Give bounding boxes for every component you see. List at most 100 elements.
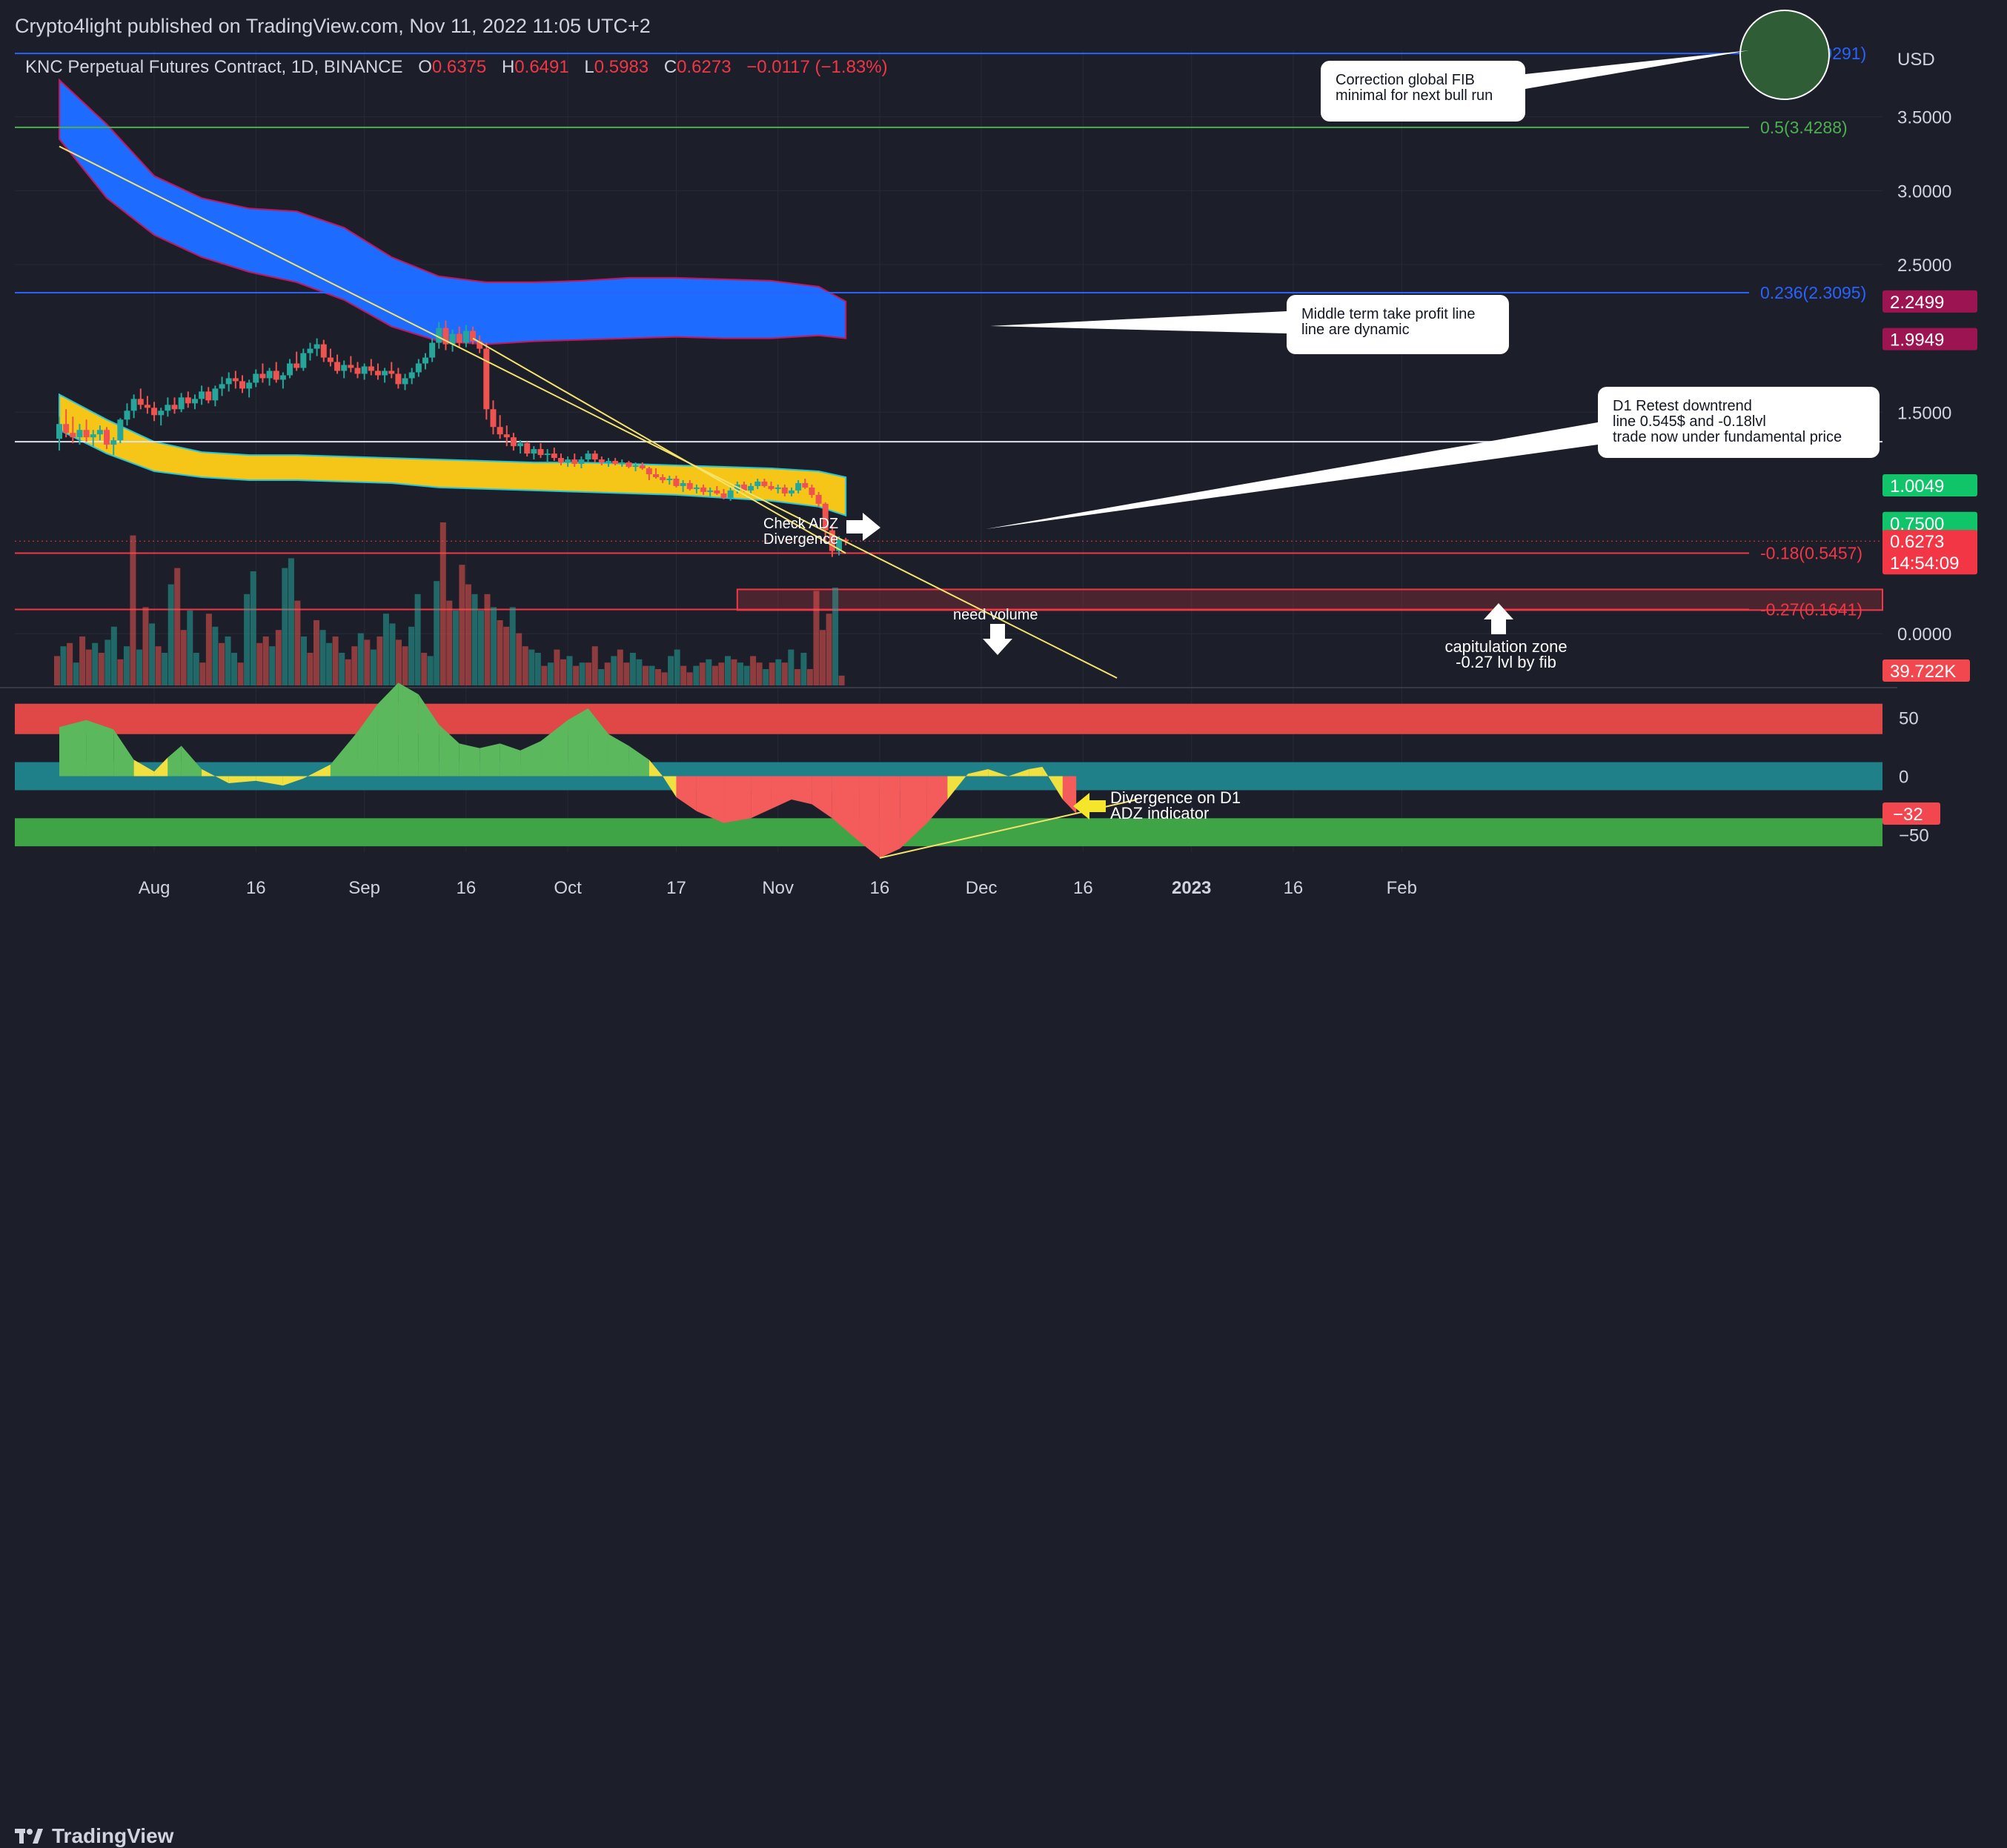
- volume-bar: [332, 637, 339, 685]
- overbought-band: [15, 703, 1882, 734]
- volume-bar: [301, 637, 307, 685]
- volume-bar: [98, 653, 105, 685]
- volume-bar: [364, 639, 371, 685]
- candle-body: [232, 378, 239, 382]
- volume-bar: [187, 610, 193, 685]
- price-badge-label: 0.6273: [1890, 532, 1944, 552]
- volume-bar: [788, 649, 794, 685]
- volume-bar: [376, 637, 383, 685]
- fib-target-callout-box: [1321, 61, 1525, 122]
- candle-body: [551, 453, 557, 459]
- tradingview-brand[interactable]: TradingView: [15, 1824, 173, 1848]
- adz-area-segment: [696, 776, 724, 823]
- candle-body: [165, 405, 171, 411]
- candle-body: [219, 384, 225, 389]
- candle-body: [632, 465, 639, 468]
- candle-body: [442, 328, 449, 345]
- volume-bar: [636, 659, 643, 685]
- time-axis-label: 16: [1284, 878, 1304, 898]
- adz-area-segment: [228, 776, 256, 783]
- candle-body: [788, 490, 794, 493]
- candle-body: [626, 462, 632, 468]
- candle-body: [422, 357, 428, 364]
- candle-body: [246, 382, 253, 389]
- yellow-ma-band: [59, 393, 847, 517]
- candle-body: [802, 482, 809, 488]
- adz-area-segment: [832, 776, 860, 842]
- retest-callout-text: trade now under fundamental price: [1613, 429, 1842, 445]
- candle-body: [748, 485, 754, 491]
- adz-area-segment: [256, 776, 283, 786]
- legend-low-value: 0.5983: [594, 57, 648, 77]
- price-badge: [1882, 328, 1977, 350]
- volume-bar: [269, 646, 276, 685]
- volume-bar: [256, 642, 263, 685]
- candle-body: [653, 473, 660, 477]
- candle-body: [293, 363, 300, 368]
- time-axis-label: 16: [870, 878, 890, 898]
- volume-bar: [314, 620, 319, 685]
- candle-body: [334, 362, 341, 371]
- adz-area-segment: [879, 776, 900, 858]
- volume-bar: [484, 594, 491, 685]
- candle-body: [612, 461, 619, 465]
- legend-open-value: 0.6375: [432, 57, 486, 77]
- candle-body: [239, 381, 245, 389]
- candle-body: [382, 370, 388, 376]
- volume-bar: [199, 662, 206, 685]
- downtrend-line: [59, 145, 1118, 679]
- legend-open-label: O: [418, 57, 432, 77]
- candle-body: [477, 341, 483, 349]
- candle-body: [591, 453, 598, 460]
- price-chart[interactable]: 0.618(3.9291)0.5(3.4288)0.236(2.3095)-0.…: [0, 0, 2007, 959]
- price-axis-label: 3.5000: [1897, 108, 1951, 128]
- volume-bar: [155, 646, 162, 685]
- trend-lines[interactable]: [59, 145, 1118, 679]
- candle-body: [761, 481, 768, 486]
- candle-body: [605, 461, 611, 463]
- time-axis-label: Feb: [1387, 878, 1417, 898]
- volume-bar: [225, 637, 231, 685]
- candle-body: [395, 373, 402, 385]
- volume-bar: [110, 626, 117, 685]
- candle-body: [727, 490, 734, 498]
- retest-callout-text: D1 Retest downtrend: [1613, 398, 1752, 414]
- candle-body: [104, 430, 110, 445]
- volume-bar: [693, 665, 700, 685]
- candle-body: [151, 408, 158, 416]
- candle-body: [740, 484, 747, 491]
- volume-bar: [826, 614, 832, 685]
- volume-bar: [617, 649, 623, 685]
- candle-body: [287, 363, 293, 376]
- volume-bar: [439, 522, 446, 685]
- candle-body: [781, 487, 788, 493]
- candle-body: [531, 449, 537, 454]
- legend-change: −0.0117 (−1.83%): [746, 57, 887, 77]
- price-badge: [1882, 473, 1977, 496]
- volume-bar: [471, 594, 478, 685]
- volume-bar: [396, 639, 402, 685]
- legend-row: KNC Perpetual Futures Contract, 1D, BINA…: [25, 57, 888, 77]
- divergence-text: ADZ indicator: [1110, 804, 1209, 822]
- candle-body: [253, 373, 259, 383]
- volume-bar: [219, 642, 225, 685]
- need-volume-label: need volume: [953, 607, 1038, 623]
- volume-bar: [54, 656, 60, 685]
- volume-bar: [136, 649, 142, 685]
- axes: 3.5000 3.0000 2.5000 1.5000 0.0000 50 0 −50 Aug 1…: [139, 108, 1952, 898]
- candlesticks: [56, 320, 849, 557]
- volume-bar: [806, 669, 813, 685]
- candle-body: [144, 405, 150, 408]
- price-axis-label: 0.0000: [1897, 625, 1951, 645]
- volume-bar: [326, 642, 333, 685]
- currency-label: USD: [1897, 50, 1935, 70]
- volume-bar: [547, 662, 554, 685]
- candle-body: [124, 411, 130, 420]
- candle-body: [490, 409, 497, 428]
- candle-body: [63, 424, 70, 433]
- volume-bar: [446, 600, 453, 685]
